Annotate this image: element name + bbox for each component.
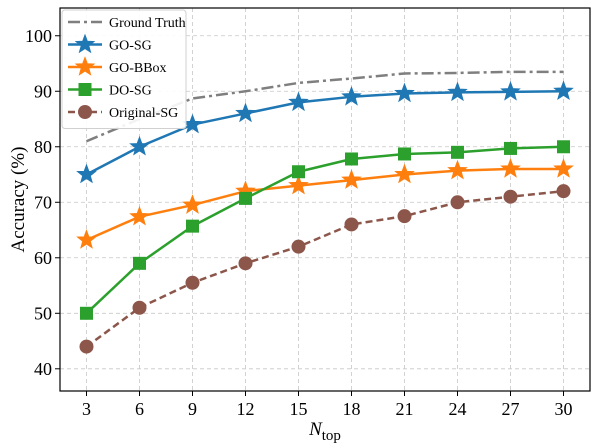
- data-point: [238, 256, 253, 271]
- legend-entry-do-sg: DO-SG: [68, 83, 152, 99]
- series-do-sg: [80, 140, 570, 320]
- data-point: [503, 189, 518, 204]
- data-point: [235, 102, 256, 123]
- data-point: [450, 195, 465, 210]
- x-axis-label: Ntop: [308, 419, 341, 444]
- data-point: [504, 141, 517, 155]
- y-tick-label: 60: [34, 248, 52, 268]
- x-tick-label: 21: [396, 399, 414, 419]
- x-tick-label: 9: [188, 399, 197, 419]
- data-point: [557, 140, 570, 154]
- data-point: [344, 217, 359, 232]
- data-point: [239, 191, 252, 205]
- series-original-sg: [79, 184, 571, 354]
- data-point: [76, 229, 97, 249]
- data-point: [182, 194, 203, 214]
- y-tick-label: 50: [34, 303, 52, 323]
- legend-label: GO-SG: [109, 39, 152, 54]
- x-tick-label: 6: [135, 399, 144, 419]
- y-tick-label: 90: [34, 81, 52, 101]
- y-tick-label: 70: [34, 192, 52, 212]
- x-tick-label: 12: [237, 399, 255, 419]
- data-point: [185, 275, 200, 290]
- data-point: [394, 163, 415, 184]
- legend-marker: [78, 105, 92, 119]
- legend-entry-go-sg: GO-SG: [68, 33, 152, 54]
- data-point: [394, 82, 415, 103]
- data-point: [129, 205, 150, 226]
- legend: Ground Truth GO-SG GO-BBox DO-SG Original-SG: [61, 9, 187, 129]
- plot-frame: [59, 7, 591, 392]
- legend-marker: [74, 33, 96, 54]
- data-point: [292, 165, 305, 179]
- series-go-sg: [76, 80, 574, 184]
- data-point: [398, 147, 411, 161]
- y-tick-label: 80: [34, 137, 52, 157]
- data-point: [451, 145, 464, 159]
- legend-entry-go-bbox: GO-BBox: [68, 56, 167, 76]
- data-point: [500, 158, 521, 178]
- legend-label: Ground Truth: [109, 16, 186, 31]
- y-tick-label: 40: [34, 359, 52, 379]
- data-point: [288, 91, 309, 112]
- series-line-go-sg: [85, 90, 564, 176]
- data-point: [132, 300, 147, 315]
- x-tick-label: 27: [502, 399, 520, 419]
- data-point: [345, 152, 358, 166]
- data-point: [553, 158, 574, 178]
- data-point: [186, 219, 199, 233]
- data-point: [341, 169, 362, 189]
- legend-label: DO-SG: [109, 84, 152, 99]
- legend-entry-ground-truth: Ground Truth: [68, 16, 186, 31]
- data-point: [556, 184, 571, 199]
- y-tick-label: 100: [25, 26, 52, 46]
- x-tick-label: 30: [555, 399, 573, 419]
- data-point: [397, 209, 412, 224]
- x-tick-label: 15: [290, 399, 308, 419]
- x-axis-label-subscript: top: [322, 428, 341, 444]
- data-point: [291, 239, 306, 254]
- ticks: 3 6 9 12 15 18 21 24 27 30 40 50 60 70 80 90 100: [25, 26, 573, 419]
- data-point: [341, 85, 362, 106]
- data-point: [447, 159, 468, 180]
- series-line-go-bbox: [85, 167, 564, 242]
- series-line-do-sg: [85, 145, 564, 315]
- legend-label: Original-SG: [109, 106, 178, 121]
- x-tick-label: 3: [82, 399, 91, 419]
- y-axis-label: Accuracy (%): [8, 146, 29, 252]
- data-point: [76, 163, 97, 184]
- data-point: [500, 80, 521, 101]
- series-layer: [76, 70, 574, 354]
- legend-box: [61, 9, 187, 129]
- data-point: [553, 80, 574, 101]
- x-axis-label-main: N: [308, 419, 323, 440]
- series-line-original-sg: [85, 189, 564, 348]
- data-point: [80, 306, 93, 320]
- legend-label: GO-BBox: [109, 61, 167, 76]
- data-point: [79, 339, 94, 354]
- series-go-bbox: [76, 158, 574, 249]
- legend-marker: [78, 83, 92, 96]
- x-tick-label: 24: [449, 399, 467, 419]
- data-point: [447, 81, 468, 102]
- legend-marker: [74, 56, 96, 76]
- data-point: [129, 135, 150, 156]
- x-tick-label: 18: [343, 399, 361, 419]
- data-point: [288, 174, 309, 195]
- legend-entry-original-sg: Original-SG: [68, 105, 178, 121]
- data-point: [133, 256, 146, 270]
